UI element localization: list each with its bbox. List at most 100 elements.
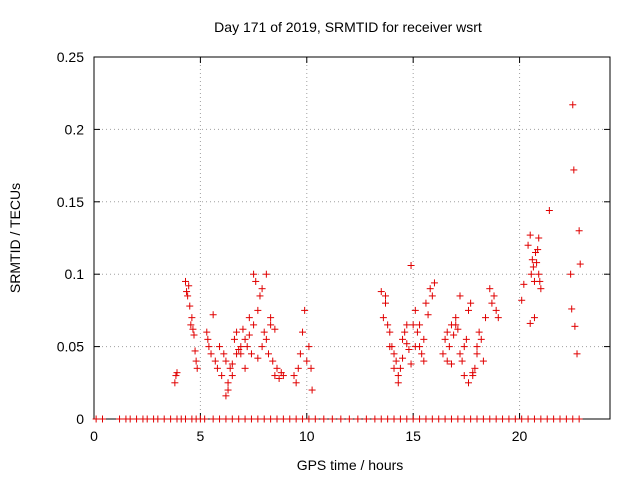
data-point [254,306,262,314]
data-point [230,335,238,343]
data-point [535,270,543,278]
data-point [450,331,458,339]
data-point [218,372,226,380]
data-point [296,350,304,358]
data-point [237,343,245,351]
x-tick-label: 10 [299,428,315,444]
data-point [403,340,411,348]
data-point [233,350,241,358]
data-point [181,277,189,285]
data-point [241,335,249,343]
data-point [399,335,407,343]
data-point [264,350,272,358]
data-point [384,321,392,329]
data-point [201,415,209,423]
data-point [458,357,466,365]
data-point [173,369,181,377]
data-point [303,357,311,365]
data-point [467,415,475,423]
data-point [273,364,281,372]
data-point [209,311,217,319]
data-point [99,415,107,423]
x-tick-label: 5 [196,428,204,444]
data-point [471,364,479,372]
data-point [447,360,455,368]
data-point [305,415,313,423]
data-point [181,415,189,423]
data-point [486,415,494,423]
data-point [189,325,197,333]
y-tick-label: 0.1 [65,266,85,282]
data-point [456,292,464,300]
x-tick-label: 0 [90,428,98,444]
data-point [543,415,551,423]
data-point [271,372,279,380]
x-tick-label: 15 [405,428,421,444]
data-point [258,285,266,293]
data-point [390,350,398,358]
data-point [486,285,494,293]
data-point [275,374,283,382]
data-point [403,321,411,329]
data-point [482,314,490,322]
data-point [213,364,221,372]
data-point [116,415,124,423]
axis-ticks: 0 5 10 15 20 0 0.05 0.1 0.15 0.2 0.25 [57,49,610,444]
data-point [460,372,468,380]
data-point [235,415,243,423]
data-point [575,415,583,423]
data-point [460,415,468,423]
data-point [193,364,201,372]
grid-lines [94,57,610,419]
data-point [467,299,475,307]
data-point [203,328,211,336]
data-point [473,350,481,358]
data-point [143,415,151,423]
data-point [320,415,328,423]
data-point [469,369,477,377]
data-point [407,360,415,368]
data-point [247,415,255,423]
data-point [405,345,413,353]
data-point [567,270,575,278]
data-point [224,379,232,387]
data-point [241,364,249,372]
y-axis-label: SRMTID / TECUs [7,183,23,293]
data-point [328,415,336,423]
data-point [228,360,236,368]
data-point [411,343,419,351]
data-point [520,280,528,288]
data-point [475,328,483,336]
data-point [456,350,464,358]
data-point [524,241,532,249]
x-axis-label: GPS time / hours [297,457,404,473]
data-point [222,357,230,365]
data-point [204,335,212,343]
data-point [262,335,270,343]
data-point [570,166,578,174]
data-point [420,335,428,343]
data-point [267,314,275,322]
data-point [494,314,502,322]
data-point [396,364,404,372]
data-point [192,357,200,365]
data-point [301,306,309,314]
data-point [228,415,236,423]
data-point [267,321,275,329]
data-point [424,311,432,319]
data-point [460,343,468,351]
data-point [252,277,260,285]
data-point [216,415,224,423]
data-point [550,415,558,423]
data-point [286,415,294,423]
data-point [499,415,507,423]
data-point [394,372,402,380]
data-point [428,415,436,423]
data-point [568,305,576,313]
data-point [294,364,302,372]
data-point [526,319,534,327]
data-point [396,415,404,423]
data-point [573,350,581,358]
data-point [160,415,168,423]
